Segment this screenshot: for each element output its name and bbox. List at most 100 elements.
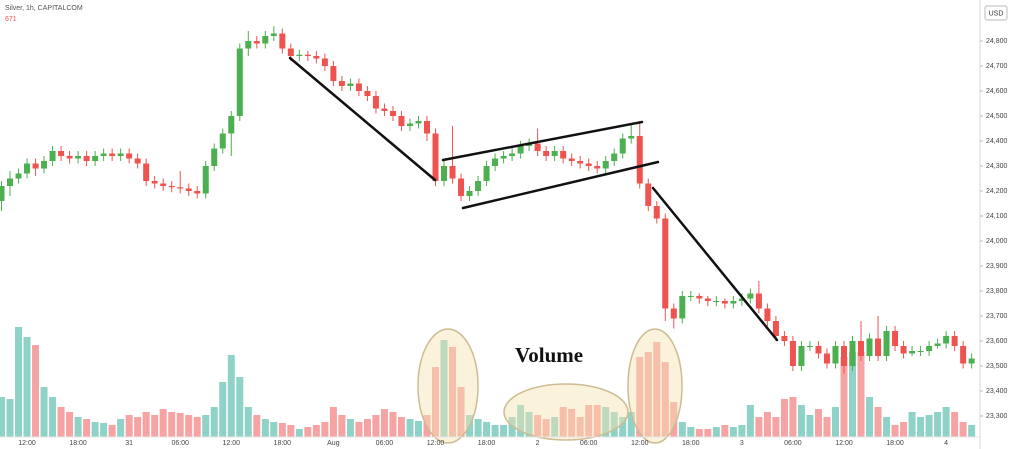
volume-bar (440, 340, 448, 437)
x-tick-label: 12:00 (18, 440, 36, 447)
volume-bar (525, 412, 533, 437)
volume-bar (721, 425, 729, 437)
candle-body (245, 41, 252, 49)
candle-body (934, 343, 941, 346)
candle-body (730, 301, 737, 304)
y-tick-label: 23,900 (986, 263, 1008, 270)
currency-box[interactable] (984, 5, 1008, 21)
x-tick-label: 18:00 (682, 440, 700, 447)
candle-body (534, 143, 541, 151)
volume-bar (219, 382, 227, 437)
volume-bar (644, 352, 652, 437)
candle-body (568, 158, 575, 161)
volume-bar (278, 423, 286, 437)
candle-body (858, 341, 865, 356)
volume-bar (414, 421, 422, 437)
x-tick-label: 18:00 (69, 440, 87, 447)
axes: 23,300 23,400 23,500 23,600 23,700 23,800 23,9… (18, 38, 1007, 447)
volume-bar (125, 415, 133, 437)
currency-label[interactable]: USD (989, 10, 1004, 17)
volume-bar (610, 412, 618, 437)
volume-bar (619, 417, 627, 437)
volume-bar (185, 415, 193, 437)
volume-bar (474, 419, 482, 437)
volume-bar (738, 425, 746, 437)
y-tick-label: 23,500 (986, 363, 1008, 370)
candle-body (270, 33, 277, 36)
volume-bar (500, 425, 508, 437)
candle-body (389, 111, 396, 116)
x-tick-label: 12:00 (835, 440, 853, 447)
volume-bar (159, 409, 167, 437)
y-tick-label: 24,800 (986, 38, 1008, 45)
volume-bar (704, 429, 712, 437)
volume-bar (432, 367, 440, 437)
x-tick-label: 06:00 (580, 440, 598, 447)
x-tick-label: 06:00 (376, 440, 394, 447)
candle-body (968, 358, 975, 364)
candle-body (951, 336, 958, 346)
candle-body (917, 351, 924, 352)
x-tick-label: 12:00 (427, 440, 445, 447)
volume-bar (32, 345, 40, 437)
candle-body (0, 186, 5, 201)
volume-bar (763, 412, 771, 437)
candle-body (517, 146, 524, 154)
candle-body (713, 301, 720, 302)
y-tick-label: 23,400 (986, 388, 1008, 395)
x-tick-label: 12:00 (223, 440, 241, 447)
y-tick-label: 24,600 (986, 88, 1008, 95)
y-tick-label: 24,100 (986, 213, 1008, 220)
volume-bar (891, 425, 899, 437)
candle-body (321, 58, 328, 66)
trend-line (461, 160, 660, 210)
candle-body (815, 346, 822, 354)
candle-body (415, 121, 422, 124)
candle-body (381, 108, 388, 111)
volume-bar (712, 427, 720, 437)
candle-body (41, 161, 48, 169)
candle-body (509, 153, 516, 156)
candle-body (823, 353, 830, 364)
volume-bar (576, 417, 584, 437)
candle-body (330, 66, 337, 81)
y-tick-label: 24,700 (986, 63, 1008, 70)
volume-bar (534, 415, 542, 437)
y-tick-label: 24,400 (986, 138, 1008, 145)
volume-bar (253, 415, 261, 437)
volume-bar (261, 419, 269, 437)
candle-body (721, 301, 728, 304)
candle-body (279, 33, 286, 49)
volume-bar (823, 417, 831, 437)
volume-bar (883, 417, 891, 437)
volume-bar (23, 337, 31, 437)
candle-body (287, 48, 294, 56)
volume-bar (295, 429, 303, 437)
volume-bar (312, 425, 320, 437)
chart-subtitle: 671 (5, 16, 17, 23)
volume-bar (695, 429, 703, 437)
candle-body (338, 81, 345, 86)
trend-lines (288, 56, 779, 342)
volume-bar (959, 422, 967, 437)
volume-bar (780, 399, 788, 437)
candle-body (372, 96, 379, 109)
x-tick-label: 18:00 (478, 440, 496, 447)
volume-bar (108, 425, 116, 437)
candle-body (219, 133, 226, 149)
candle-body (262, 36, 269, 44)
candle-body (875, 338, 882, 356)
candle-body (424, 121, 430, 134)
candle-body (296, 54, 303, 56)
volume-bar (397, 417, 405, 437)
candle-body (134, 158, 141, 164)
y-tick-label: 24,500 (986, 113, 1008, 120)
x-tick-label: Aug (327, 440, 340, 447)
volume-bar (968, 425, 976, 437)
volume-bar (789, 397, 797, 437)
volume-bar (678, 422, 686, 437)
candle-body (458, 178, 465, 196)
volume-bar (168, 412, 176, 437)
candle-body (543, 151, 550, 156)
